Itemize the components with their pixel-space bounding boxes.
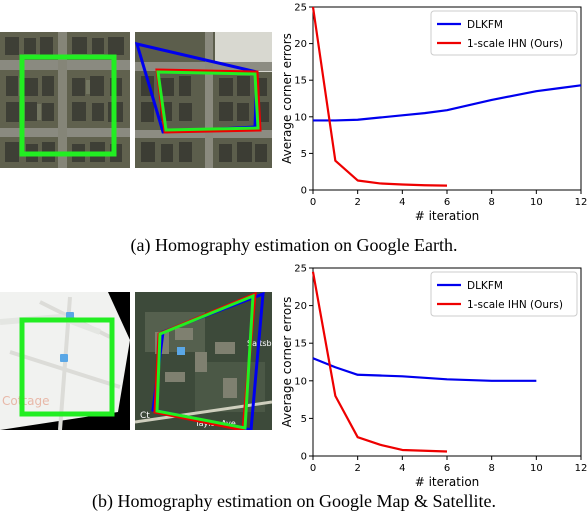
x-tick-label: 4 [399,197,405,208]
panel-google-map-satellite: Cottage Ct Taylor Ave Saitsbu 0246810120… [0,262,588,514]
y-tick-label: 0 [301,186,307,197]
x-tick-label: 12 [575,197,588,208]
x-axis-label: # iteration [415,475,480,488]
y-tick-label: 10 [294,112,307,123]
satellite-image-target-art: Ct Taylor Ave Saitsbu [135,292,272,430]
y-tick-label: 15 [294,76,307,87]
x-tick-label: 0 [310,463,316,474]
series-line-ihn [311,271,448,453]
legend-box [430,271,578,317]
aerial-image-source [0,32,130,168]
x-tick-label: 4 [399,463,405,474]
x-tick-label: 0 [310,197,316,208]
line-chart-google-map-satellite: 0 2 4 6 8 10 12 0 5 10 15 20 25 # iteration Average co… [280,264,588,489]
x-tick-label: 10 [530,197,543,208]
y-tick-label: 25 [294,264,307,275]
aerial-image-target-art [135,32,272,168]
aerial-image-target [135,32,272,168]
ground-truth-box [19,317,115,417]
y-tick-label: 15 [294,339,307,350]
x-tick-label: 2 [354,463,360,474]
line-chart-google-earth: 0 2 4 6 8 10 12 0 5 10 15 20 25 # iteration Average co… [280,3,588,224]
legend-label: DLKFM [467,19,503,31]
ground-truth-quad [155,293,255,430]
y-tick-label: 25 [294,3,307,14]
map-image-source: Cottage [0,292,130,430]
caption-b: (b) Homography estimation on Google Map … [92,491,496,511]
x-tick-label: 8 [488,463,494,474]
ground-truth-quad [156,70,260,132]
series-line-dlkfm [312,357,537,382]
aerial-image-source-art [0,32,130,168]
x-axis-label: # iteration [415,209,480,223]
legend-box [430,10,578,56]
y-axis-label: Average corner errors [280,33,294,164]
y-tick-label: 5 [301,149,307,160]
satellite-image-target: Ct Taylor Ave Saitsbu [135,292,272,430]
x-tick-label: 6 [444,463,450,474]
caption-a: (a) Homography estimation on Google Eart… [130,235,458,255]
y-axis-label: Average corner errors [280,297,294,428]
x-tick-label: 6 [444,197,450,208]
y-tick-label: 20 [294,301,307,312]
x-tick-label: 12 [575,463,588,474]
y-tick-label: 5 [301,414,307,425]
legend-label: 1-scale IHN (Ours) [467,299,563,311]
series-line-dlkfm [313,84,582,122]
x-tick-label: 2 [354,197,360,208]
y-tick-label: 10 [294,376,307,387]
map-label-cottage: Cottage [2,394,49,408]
y-tick-label: 20 [294,39,307,50]
map-label-ct: Ct [140,411,150,421]
x-tick-label: 8 [488,197,494,208]
legend-label: 1-scale IHN (Ours) [467,38,563,50]
panel-google-earth: 0 2 4 6 8 10 12 0 5 10 15 20 25 # iteration Average co… [0,3,588,255]
ground-truth-box [19,54,117,157]
legend-label: DLKFM [467,280,503,292]
y-tick-label: 0 [301,452,307,463]
series-line-ihn [311,6,448,187]
map-image-source-art: Cottage [0,292,130,430]
x-tick-label: 10 [530,463,543,474]
